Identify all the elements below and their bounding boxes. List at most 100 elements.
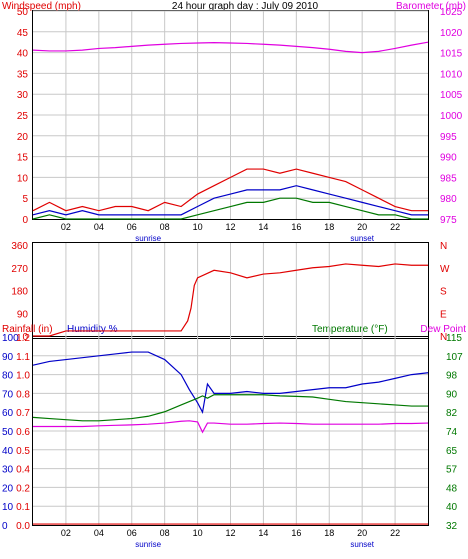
series-line-red bbox=[32, 168, 428, 212]
temperature-tick-label: 90 bbox=[446, 389, 458, 400]
series-line-blue bbox=[32, 351, 429, 415]
x-tick-label: 18 bbox=[324, 528, 334, 538]
humidity-tick-label: 90 bbox=[2, 352, 14, 363]
x-tick-label: 16 bbox=[291, 528, 301, 538]
windspeed-tick-label: 35 bbox=[17, 69, 29, 80]
x-tick-label: 12 bbox=[225, 222, 235, 232]
x-tick-label: 20 bbox=[357, 528, 367, 538]
barometer-tick-label: 1015 bbox=[440, 49, 463, 60]
x-tick-label: 20 bbox=[357, 222, 367, 232]
barometer-tick-label: 1010 bbox=[440, 69, 463, 80]
x-tick-label: 18 bbox=[324, 222, 334, 232]
windspeed-tick-label: 10 bbox=[17, 173, 29, 184]
rainfall-tick-label: 0.6 bbox=[16, 427, 30, 438]
x-tick-label: 14 bbox=[258, 528, 268, 538]
x-tick-label: 04 bbox=[94, 528, 104, 538]
windspeed-axis-label: Windspeed (mph) bbox=[2, 1, 81, 12]
windspeed-tick-label: 30 bbox=[17, 90, 29, 101]
series-line-magenta bbox=[33, 420, 429, 434]
x-tick-label: 02 bbox=[61, 222, 71, 232]
compass-tick-label: N bbox=[440, 332, 447, 343]
x-tick-label: 04 bbox=[94, 222, 104, 232]
windspeed-tick-label: 20 bbox=[17, 132, 29, 143]
temperature-axis-label: Temperature (°F) bbox=[312, 324, 388, 335]
sunrise-label: sunrise bbox=[135, 234, 161, 243]
series-line-blue bbox=[32, 185, 428, 216]
series-line-green bbox=[32, 197, 428, 220]
series-line-magenta bbox=[32, 41, 429, 54]
compass-tick-label: S bbox=[440, 287, 447, 298]
x-tick-label: 10 bbox=[193, 222, 203, 232]
temperature-tick-label: 65 bbox=[446, 446, 458, 457]
barometer-tick-label: 990 bbox=[440, 153, 457, 164]
humidity-tick-label: 50 bbox=[2, 427, 14, 438]
x-tick-label: 06 bbox=[127, 528, 137, 538]
rainfall-tick-label: 0.7 bbox=[16, 408, 30, 419]
windspeed-tick-label: 45 bbox=[17, 28, 29, 39]
barometer-tick-label: 1025 bbox=[440, 7, 463, 18]
humidity-axis-label: Humidity % bbox=[67, 324, 118, 335]
x-tick-label: 16 bbox=[291, 222, 301, 232]
humidity-tick-label: 60 bbox=[2, 408, 14, 419]
direction-tick-label: 270 bbox=[11, 264, 28, 275]
direction-tick-label: 360 bbox=[11, 241, 28, 252]
wind-direction-line bbox=[33, 263, 428, 337]
temperature-tick-label: 32 bbox=[446, 521, 458, 532]
windspeed-tick-label: 50 bbox=[17, 7, 29, 18]
temperature-tick-label: 40 bbox=[446, 502, 458, 513]
rainfall-tick-label: 1.0 bbox=[16, 371, 30, 382]
temperature-tick-label: 115 bbox=[446, 333, 462, 344]
direction-tick-label: 0 bbox=[22, 332, 28, 343]
humidity-tick-label: 70 bbox=[2, 389, 14, 400]
barometer-tick-label: 1020 bbox=[440, 28, 463, 39]
humidity-tick-label: 40 bbox=[2, 446, 14, 457]
rainfall-tick-label: 0.1 bbox=[16, 502, 30, 513]
temperature-tick-label: 82 bbox=[446, 408, 458, 419]
temperature-tick-label: 107 bbox=[446, 352, 463, 363]
compass-tick-label: E bbox=[440, 309, 447, 320]
compass-tick-label: N bbox=[440, 241, 447, 252]
rainfall-tick-label: 0.4 bbox=[16, 465, 30, 476]
temperature-tick-label: 98 bbox=[446, 371, 458, 382]
humidity-tick-label: 100 bbox=[2, 333, 19, 344]
rainfall-tick-label: 0.2 bbox=[16, 483, 30, 494]
x-tick-label: 06 bbox=[127, 222, 137, 232]
barometer-tick-label: 995 bbox=[440, 132, 457, 143]
windspeed-tick-label: 0 bbox=[22, 215, 28, 226]
rainfall-tick-label: 1.2 bbox=[16, 333, 30, 344]
humidity-tick-label: 20 bbox=[2, 483, 14, 494]
sunrise-label: sunrise bbox=[135, 540, 161, 549]
temperature-tick-label: 57 bbox=[446, 465, 458, 476]
x-tick-label: 14 bbox=[258, 222, 268, 232]
sunset-label: sunset bbox=[350, 234, 374, 243]
chart-title: 24 hour graph day : July 09 2010 bbox=[172, 1, 319, 12]
rainfall-axis-label: Rainfall (in) bbox=[2, 324, 53, 335]
barometer-tick-label: 1005 bbox=[440, 90, 463, 101]
direction-tick-label: 180 bbox=[11, 287, 28, 298]
humidity-tick-label: 30 bbox=[2, 465, 14, 476]
rainfall-tick-label: 0.8 bbox=[16, 389, 30, 400]
humidity-tick-label: 0 bbox=[2, 521, 8, 532]
x-tick-label: 22 bbox=[390, 222, 400, 232]
windspeed-tick-label: 5 bbox=[22, 194, 28, 205]
x-tick-label: 22 bbox=[390, 528, 400, 538]
barometer-tick-label: 975 bbox=[440, 215, 457, 226]
dew-point-axis-label: Dew Point bbox=[420, 324, 466, 335]
humidity-tick-label: 80 bbox=[2, 371, 14, 382]
x-tick-label: 12 bbox=[225, 528, 235, 538]
x-tick-label: 10 bbox=[193, 528, 203, 538]
rainfall-tick-label: 0.5 bbox=[16, 446, 30, 457]
humidity-tick-label: 10 bbox=[2, 502, 14, 513]
barometer-tick-label: 1000 bbox=[440, 111, 463, 122]
barometer-tick-label: 980 bbox=[440, 194, 457, 205]
windspeed-tick-label: 40 bbox=[17, 49, 29, 60]
compass-tick-label: W bbox=[440, 264, 450, 275]
x-tick-label: 08 bbox=[160, 222, 170, 232]
windspeed-tick-label: 25 bbox=[17, 111, 29, 122]
barometer-axis-label: Barometer (mb) bbox=[396, 1, 466, 12]
temperature-tick-label: 74 bbox=[446, 427, 458, 438]
x-tick-label: 08 bbox=[160, 528, 170, 538]
barometer-tick-label: 985 bbox=[440, 173, 457, 184]
